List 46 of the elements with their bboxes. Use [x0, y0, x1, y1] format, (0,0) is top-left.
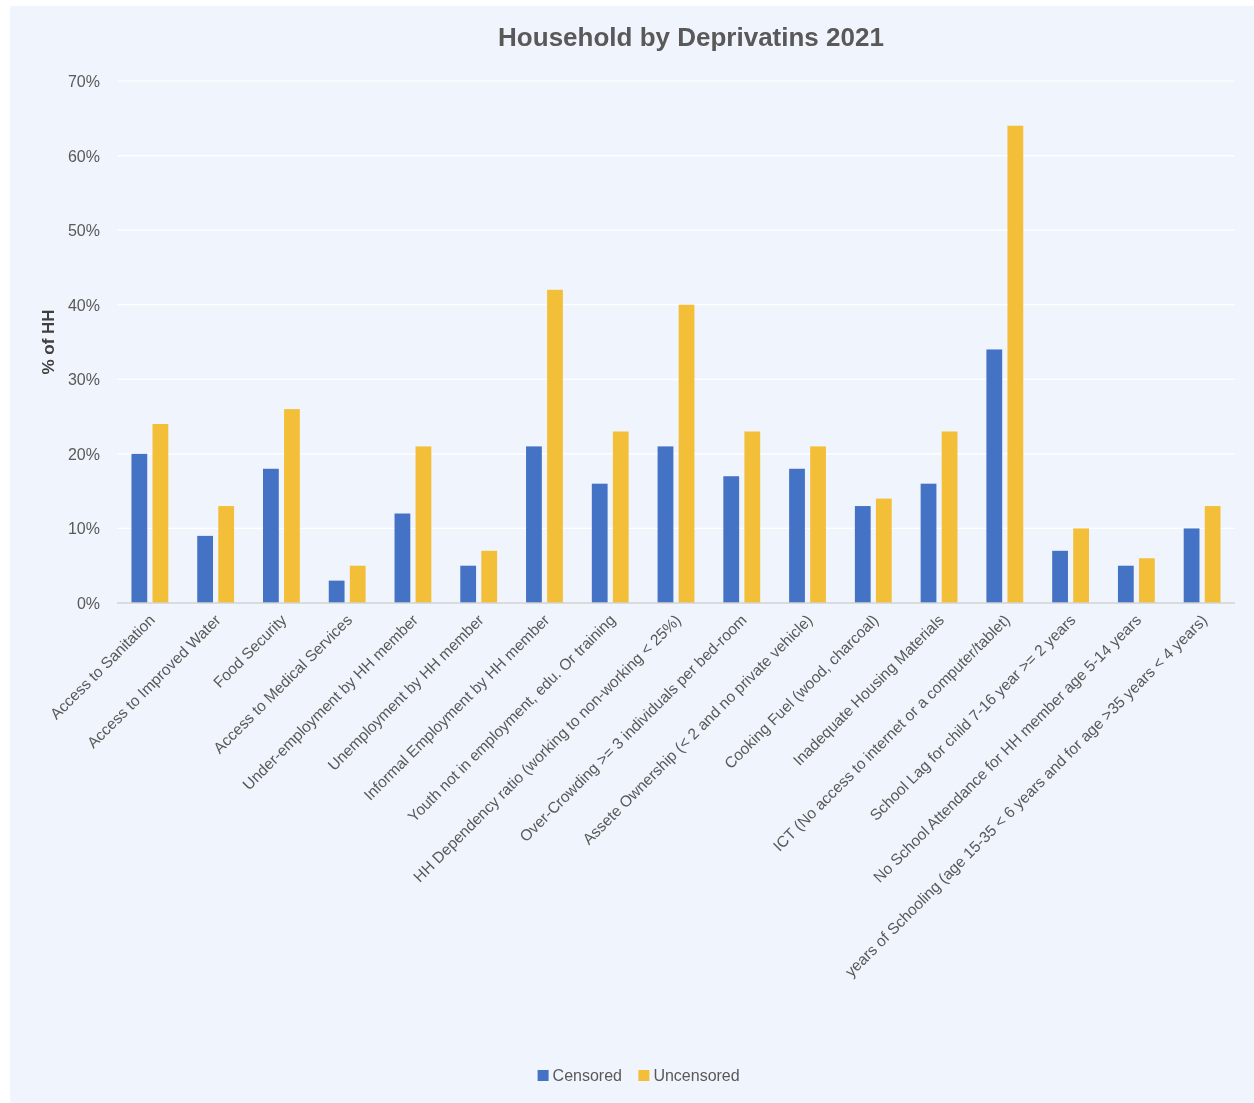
- bar: [284, 409, 300, 603]
- bar: [263, 468, 279, 603]
- bar: [526, 446, 542, 603]
- bar: [460, 565, 477, 603]
- y-tick-label: 0%: [76, 595, 100, 612]
- bar: [1052, 550, 1068, 603]
- y-tick-label: 40%: [67, 296, 100, 314]
- bar: [678, 304, 695, 603]
- bar: [1007, 125, 1024, 603]
- bar: [744, 431, 761, 603]
- bar: [1138, 558, 1155, 603]
- bar: [131, 453, 148, 603]
- bar: [986, 349, 1003, 603]
- bar: [657, 446, 674, 603]
- bar: [612, 431, 629, 603]
- bar: [1204, 506, 1221, 603]
- bar: [197, 535, 214, 603]
- y-tick-label: 70%: [67, 73, 100, 90]
- bar: [941, 431, 958, 603]
- legend-label: Uncensored: [653, 1067, 740, 1084]
- y-tick-label: 20%: [67, 445, 100, 463]
- bar: [920, 483, 937, 603]
- bar: [152, 424, 169, 603]
- bar: [218, 506, 235, 603]
- y-tick-label: 60%: [67, 147, 100, 165]
- bar: [394, 513, 411, 603]
- bar: [1183, 528, 1200, 603]
- legend-label: Censored: [552, 1067, 622, 1084]
- y-axis-title: % of HH: [39, 309, 58, 375]
- bar: [810, 446, 826, 603]
- bar: [547, 289, 563, 603]
- chart-title: Household by Deprivatins 2021: [498, 22, 884, 52]
- bar: [1117, 565, 1134, 603]
- bar: [481, 550, 498, 603]
- bar: [349, 565, 366, 603]
- bar: [1073, 528, 1089, 603]
- y-tick-label: 50%: [67, 222, 100, 240]
- bar: [723, 476, 740, 603]
- y-tick-label: 30%: [67, 371, 100, 389]
- bar: [591, 483, 608, 603]
- bar: [875, 498, 892, 603]
- bar: [328, 580, 345, 603]
- bar: [854, 506, 871, 603]
- bar: [415, 446, 432, 603]
- y-tick-label: 10%: [67, 520, 100, 538]
- bar: [789, 468, 805, 603]
